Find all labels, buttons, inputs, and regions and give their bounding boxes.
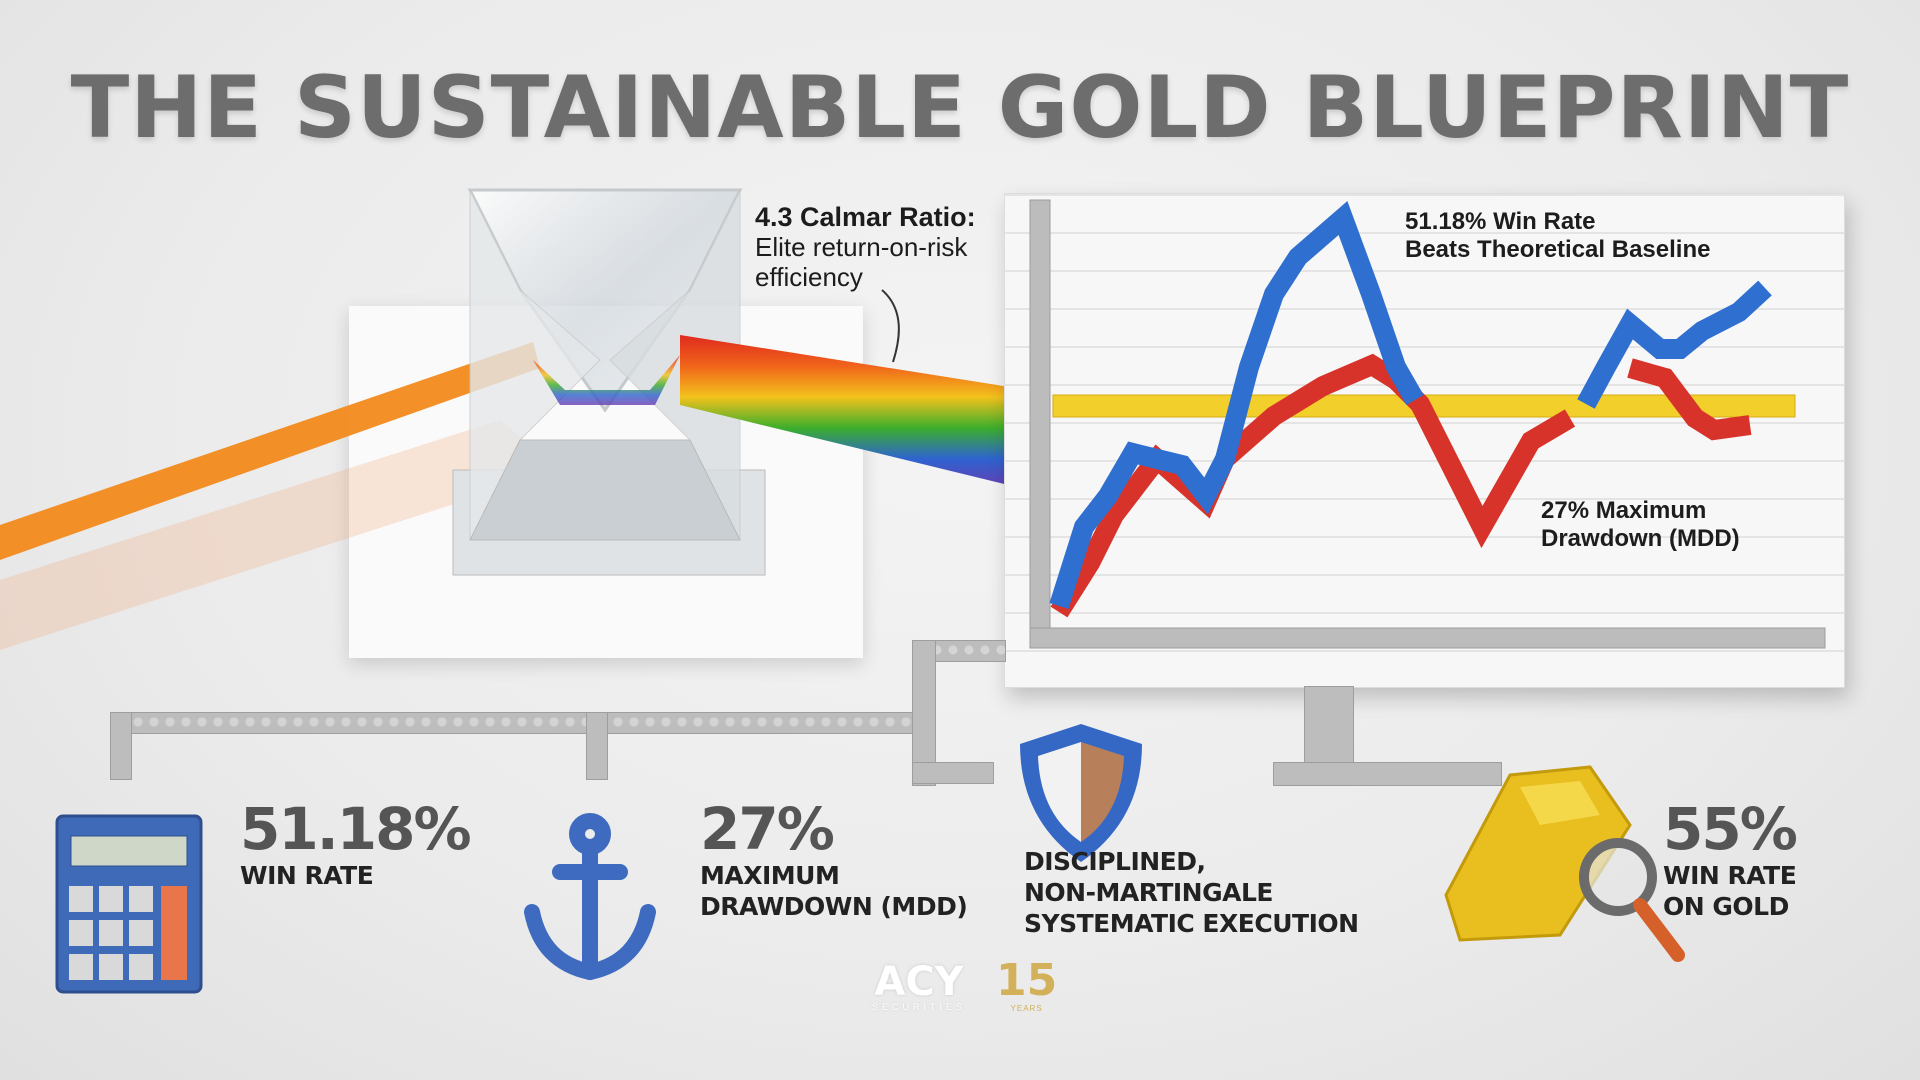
stat-value: 55% xyxy=(1663,795,1798,863)
prism-icon xyxy=(452,188,766,576)
stat-label-line1: MAXIMUM xyxy=(700,861,840,890)
strategy-line-right xyxy=(1577,280,1772,409)
stat-max-drawdown: 27% MAXIMUM DRAWDOWN (MDD) xyxy=(700,795,968,922)
page-title: THE SUSTAINABLE GOLD BLUEPRINT xyxy=(70,58,1850,158)
calculator-icon xyxy=(55,814,203,994)
stat-label-line3: SYSTEMATIC EXECUTION xyxy=(1024,909,1359,938)
win-rate-annotation-line2: Beats Theoretical Baseline xyxy=(1405,236,1711,263)
rainbow-light-beam xyxy=(680,335,1029,490)
calmar-heading: 4.3 Calmar Ratio: xyxy=(755,202,976,232)
gold-bar-magnifier-icon xyxy=(1444,765,1685,962)
acy-logo: ACY SECURITIES xyxy=(872,962,966,1012)
stat-value: 51.18% xyxy=(240,795,472,863)
monitor-stand-base xyxy=(1273,762,1502,786)
calmar-line2: efficiency xyxy=(755,262,863,292)
anniversary-logo: 15 YEARS xyxy=(996,955,1058,1014)
shield-icon xyxy=(1020,724,1142,862)
drawdown-line xyxy=(1050,353,1576,618)
logo-brand: ACY xyxy=(874,959,964,1005)
chart-board xyxy=(1004,193,1845,688)
win-rate-annotation-line1: 51.18% Win Rate xyxy=(1405,208,1596,235)
connector-rail xyxy=(113,712,932,734)
stat-label-line1: WIN RATE xyxy=(1663,861,1797,890)
orange-light-beam xyxy=(0,342,540,560)
anniversary-sub: YEARS xyxy=(1010,1004,1043,1013)
stat-label-line2: ON GOLD xyxy=(1663,892,1789,921)
mdd-annotation: 27% Maximum Drawdown (MDD) xyxy=(1541,497,1740,553)
calmar-line1: Elite return-on-risk xyxy=(755,232,968,262)
strategy-line xyxy=(1049,200,1424,610)
rail-drop-left xyxy=(110,712,132,780)
anniversary-number: 15 xyxy=(996,955,1058,1006)
orange-beam-glow xyxy=(0,420,560,650)
rail-foot xyxy=(912,762,994,784)
win-rate-annotation: 51.18% Win Rate Beats Theoretical Baseli… xyxy=(1405,208,1710,264)
stat-discipline: DISCIPLINED, NON-MARTINGALE SYSTEMATIC E… xyxy=(1024,846,1359,939)
rail-drop-middle xyxy=(586,712,608,780)
rail-vertical xyxy=(912,640,936,786)
stat-label-line2: DRAWDOWN (MDD) xyxy=(700,892,968,921)
stat-label-line2: NON-MARTINGALE xyxy=(1024,878,1273,907)
mdd-annotation-line2: Drawdown (MDD) xyxy=(1541,525,1740,552)
callout-leader-line xyxy=(881,289,900,363)
x-axis-rail xyxy=(1029,627,1826,649)
stat-label: WIN RATE xyxy=(240,861,374,890)
y-axis-rail xyxy=(1029,199,1051,646)
drawdown-line-right xyxy=(1627,358,1752,441)
mdd-annotation-line1: 27% Maximum xyxy=(1541,497,1707,524)
calmar-callout: 4.3 Calmar Ratio: Elite return-on-risk e… xyxy=(755,202,976,292)
stat-gold-win-rate: 55% WIN RATE ON GOLD xyxy=(1663,795,1798,922)
stat-win-rate: 51.18% WIN RATE xyxy=(240,795,472,891)
stat-label-line1: DISCIPLINED, xyxy=(1024,847,1206,876)
stat-value: 27% xyxy=(700,795,835,863)
logo-sub: SECURITIES xyxy=(872,1002,967,1012)
monitor-stand xyxy=(1304,686,1354,766)
anchor-icon xyxy=(524,813,656,981)
